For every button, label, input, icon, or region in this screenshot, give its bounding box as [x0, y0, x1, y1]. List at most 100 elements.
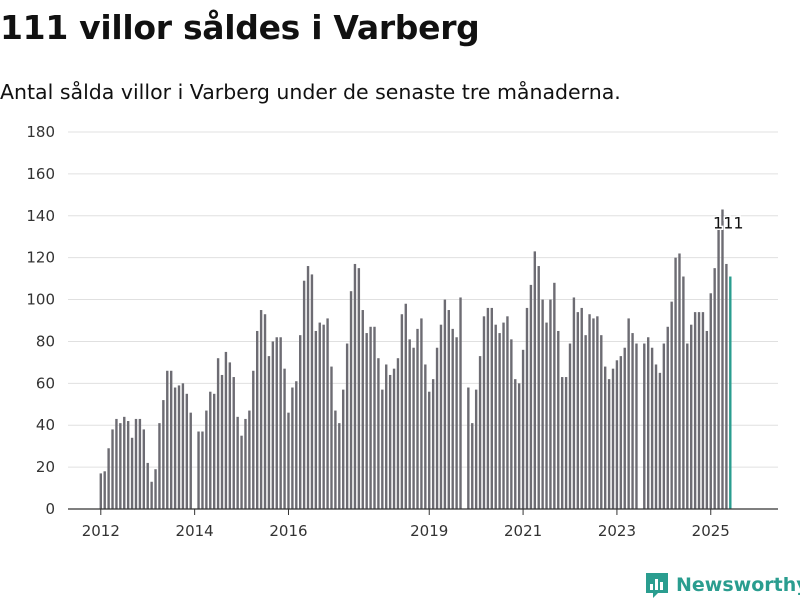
bar: [588, 314, 591, 509]
bar: [107, 448, 110, 509]
bar: [596, 316, 599, 509]
bar: [553, 282, 556, 509]
bar: [471, 423, 474, 509]
bar: [173, 387, 177, 509]
bar: [443, 299, 447, 509]
bar: [729, 276, 732, 509]
bar: [600, 335, 603, 509]
bar: [123, 416, 126, 509]
bar: [212, 393, 216, 509]
bar: [373, 326, 376, 509]
y-tick-label: 40: [36, 416, 55, 434]
bar: [697, 312, 701, 509]
bar: [635, 343, 638, 509]
bar: [662, 343, 666, 509]
bar: [267, 356, 271, 509]
bar: [232, 377, 235, 509]
bar: [365, 333, 368, 509]
x-tick-label: 2023: [598, 522, 636, 540]
bar: [263, 314, 267, 509]
bar: [342, 389, 345, 509]
bar: [549, 299, 552, 509]
x-tick-label: 2016: [269, 522, 307, 540]
bar: [455, 337, 458, 509]
bar: [467, 387, 470, 509]
bar: [169, 370, 173, 509]
bar: [385, 364, 388, 509]
bar: [709, 293, 712, 509]
y-tick-label: 80: [36, 332, 55, 350]
bar: [420, 318, 423, 509]
chart-title: 111 villor såldes i Varberg: [0, 8, 480, 47]
bar: [248, 410, 251, 509]
x-tick-label: 2014: [176, 522, 214, 540]
bar: [603, 366, 607, 509]
x-axis-ticks: 2012 2014 2016 2019 2021 2023 2025: [82, 509, 730, 540]
bar: [330, 366, 333, 509]
bar: [216, 358, 220, 509]
bar: [482, 316, 486, 509]
bar: [357, 268, 361, 509]
bar: [486, 307, 490, 509]
bar: [568, 343, 572, 509]
bar: [478, 356, 482, 509]
bar: [459, 297, 462, 509]
bar: [682, 276, 685, 509]
bar: [189, 412, 192, 509]
bar: [619, 356, 623, 509]
bar: [721, 209, 724, 510]
bar: [439, 324, 443, 509]
bar: [252, 370, 255, 509]
bar: [631, 333, 634, 509]
bar: [627, 318, 630, 509]
y-tick-label: 60: [36, 374, 55, 392]
bar: [138, 418, 142, 509]
bar: [693, 312, 697, 509]
bar: [404, 303, 407, 509]
bar-series: [99, 209, 732, 510]
bar: [572, 297, 576, 509]
bar: [525, 307, 529, 509]
bar: [643, 343, 646, 509]
bar: [490, 307, 493, 509]
bar: [686, 343, 689, 509]
bar: [302, 280, 306, 509]
bar: [521, 349, 525, 509]
bar: [713, 268, 716, 509]
bar: [650, 347, 654, 509]
bar: [244, 418, 247, 509]
bar: [115, 418, 118, 509]
bar: [674, 257, 677, 509]
bar: [654, 364, 658, 509]
bar: [537, 266, 540, 509]
bar: [154, 469, 157, 509]
bar: [166, 370, 169, 509]
bar: [592, 318, 595, 509]
newsworthy-logo-icon: [646, 573, 668, 598]
bar: [369, 326, 372, 509]
bar: [541, 299, 544, 509]
bar: [150, 481, 153, 509]
bar: [162, 400, 165, 509]
y-tick-label: 20: [36, 458, 55, 476]
bar: [510, 339, 513, 509]
bar: [256, 330, 259, 509]
bar: [119, 423, 122, 509]
bar: [502, 322, 505, 509]
y-tick-label: 100: [26, 291, 55, 309]
bar: [658, 372, 662, 509]
bar: [424, 364, 427, 509]
bar: [545, 322, 548, 509]
bar: [514, 379, 517, 509]
bar: [318, 322, 321, 509]
bar: [130, 437, 134, 509]
bar: [142, 429, 146, 509]
bar: [181, 383, 185, 509]
bar: [111, 429, 114, 509]
y-tick-label: 0: [45, 500, 55, 518]
bar: [291, 387, 294, 509]
bar: [611, 368, 615, 509]
bar: [271, 341, 275, 509]
bar: [451, 328, 454, 509]
